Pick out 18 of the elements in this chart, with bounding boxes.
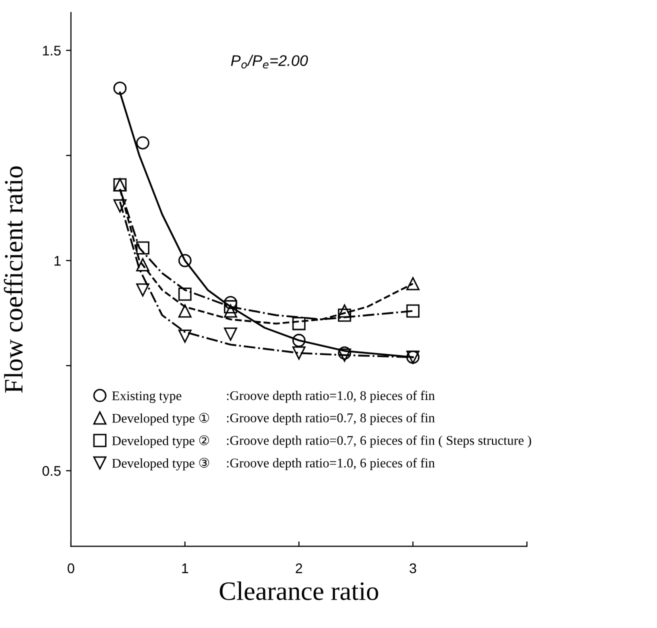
legend-label: Existing type [112, 391, 182, 403]
legend-label: Developed type ② [112, 435, 210, 448]
annotation: :Groove depth ratio=0.7, 6 pieces of fin ( Steps structure ) [227, 435, 532, 448]
x-axis-title: Clearance ratio [220, 582, 378, 600]
x-tick-label: 2 [296, 563, 302, 574]
y-axis-title: Flow coefficient ratio [4, 166, 23, 393]
legend-label: Developed type ③ [112, 458, 210, 470]
annotation: P$_{o}$/P$_{e}$=2.00 [231, 54, 308, 69]
annotation: :Groove depth ratio=1.0, 6 pieces of fin [227, 458, 435, 470]
annotation: :Groove depth ratio=1.0, 8 pieces of fin [227, 390, 435, 403]
x-tick-label: 3 [410, 563, 416, 574]
y-tick-label: 1.5 [42, 46, 61, 56]
y-tick-label: 1 [54, 256, 61, 266]
x-tick-label: 1 [182, 564, 188, 574]
x-tick-label: 0 [68, 563, 74, 574]
annotation: :Groove depth ratio=0.7, 8 pieces of fin [227, 412, 435, 426]
legend-label: Developed type ① [112, 412, 210, 426]
y-tick-label: 0.5 [42, 466, 61, 476]
